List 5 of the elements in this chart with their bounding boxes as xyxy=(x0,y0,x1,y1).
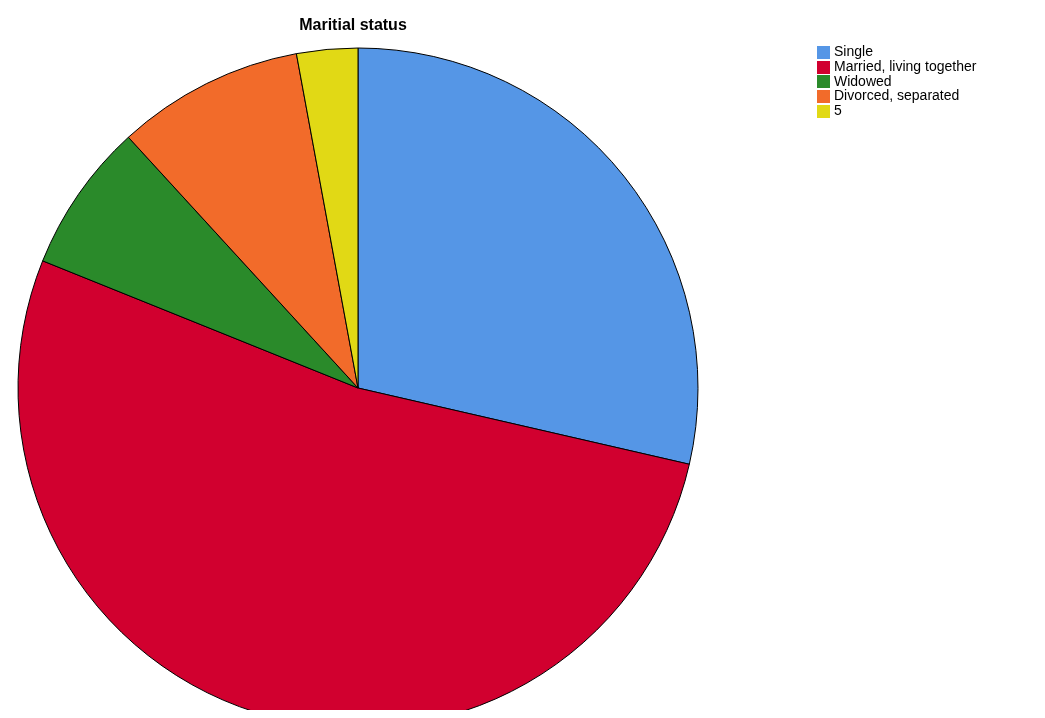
legend-label: Single xyxy=(834,43,873,59)
legend-label: Widowed xyxy=(834,72,892,89)
legend-label: 5 xyxy=(834,102,842,119)
legend-label: Divorced, separated xyxy=(834,87,960,104)
chart-title: Maritial status xyxy=(298,16,408,34)
